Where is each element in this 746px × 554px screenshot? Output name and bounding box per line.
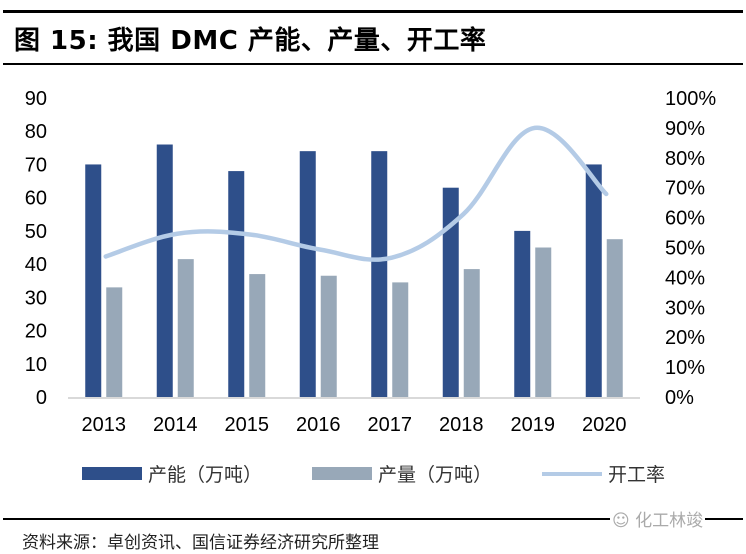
- x-tick-label: 2016: [296, 414, 341, 436]
- y2-tick-label: 50%: [665, 238, 705, 260]
- y-tick-label: 80: [25, 121, 47, 143]
- bar-production: [392, 282, 409, 397]
- y2-tick-label: 80%: [665, 148, 705, 170]
- bar-capacity: [585, 164, 602, 397]
- y-tick-label: 0: [36, 387, 47, 409]
- bar-production: [320, 275, 337, 397]
- y2-tick-label: 0%: [665, 387, 694, 409]
- bar-production: [249, 274, 266, 397]
- legend-swatch-rate: [542, 471, 602, 476]
- bar-capacity: [371, 151, 388, 397]
- bar-capacity: [299, 151, 316, 397]
- rate-line: [103, 125, 609, 262]
- legend-label-capacity: 产能（万吨）: [148, 464, 263, 486]
- x-tick-label: 2020: [582, 414, 627, 436]
- y-tick-label: 40: [25, 254, 47, 276]
- y-tick-label: 60: [25, 188, 47, 210]
- wechat-icon: ☺: [612, 511, 636, 531]
- top-rule: [3, 10, 743, 13]
- y2-tick-label: 90%: [665, 118, 705, 140]
- x-tick-label: 2015: [225, 414, 270, 436]
- chart-title: 图 15: 我国 DMC 产能、产量、开工率: [14, 26, 487, 56]
- source-note: 资料来源：卓创资讯、国信证券经济研究所整理: [22, 533, 379, 553]
- watermark-text: 化工林竣: [635, 511, 704, 531]
- y2-tick-label: 30%: [665, 297, 705, 319]
- bar-capacity: [156, 144, 173, 397]
- legend-label-rate: 开工率: [608, 464, 666, 486]
- legend-item-production: 产量（万吨）: [312, 460, 492, 487]
- y-tick-label: 90: [25, 88, 47, 110]
- x-tick-label: 2014: [153, 414, 198, 436]
- bottom-rule: [3, 518, 743, 520]
- bar-production: [106, 287, 123, 397]
- bar-production: [177, 259, 194, 397]
- legend-item-capacity: 产能（万吨）: [82, 460, 262, 487]
- bar-capacity: [85, 164, 102, 397]
- left-axis: 0 10 20 30 40 50 60 70 80 90: [25, 88, 47, 409]
- legend: 产能（万吨） 产量（万吨） 开工率: [0, 460, 746, 490]
- y2-tick-label: 40%: [665, 267, 705, 289]
- legend-swatch-production: [312, 467, 372, 480]
- y2-tick-label: 60%: [665, 208, 705, 230]
- right-axis: 0% 10% 20% 30% 40% 50% 60% 70% 80% 90% 100%: [665, 88, 716, 409]
- y2-tick-label: 20%: [665, 327, 705, 349]
- legend-swatch-capacity: [82, 467, 142, 480]
- x-tick-label: 2013: [82, 414, 127, 436]
- y-tick-label: 70: [25, 154, 47, 176]
- y-tick-label: 20: [25, 321, 47, 343]
- chart-plot: 0 10 20 30 40 50 60 70 80 90 0% 10% 20% 30% 40% 50% 60%…: [25, 88, 717, 436]
- bar-production: [535, 247, 552, 397]
- bar-capacity: [442, 187, 459, 397]
- y-tick-label: 50: [25, 221, 47, 243]
- legend-item-rate: 开工率: [542, 460, 665, 487]
- x-tick-label: 2019: [511, 414, 556, 436]
- y2-tick-label: 100%: [665, 88, 716, 110]
- y2-tick-label: 10%: [665, 357, 705, 379]
- y2-tick-label: 70%: [665, 178, 705, 200]
- x-tick-label: 2018: [439, 414, 484, 436]
- bar-capacity: [514, 230, 531, 397]
- legend-label-production: 产量（万吨）: [378, 464, 493, 486]
- watermark: ☺ 化工林竣: [610, 506, 706, 531]
- bar-production: [463, 269, 480, 397]
- bars-group: [85, 144, 623, 397]
- bar-capacity: [228, 171, 245, 397]
- y-tick-label: 30: [25, 287, 47, 309]
- y-tick-label: 10: [25, 354, 47, 376]
- x-tick-label: 2017: [368, 414, 413, 436]
- title-rule: [3, 63, 743, 65]
- x-axis: 2013 2014 2015 2016 2017 2018 2019 2020: [82, 414, 627, 436]
- bar-production: [606, 239, 623, 397]
